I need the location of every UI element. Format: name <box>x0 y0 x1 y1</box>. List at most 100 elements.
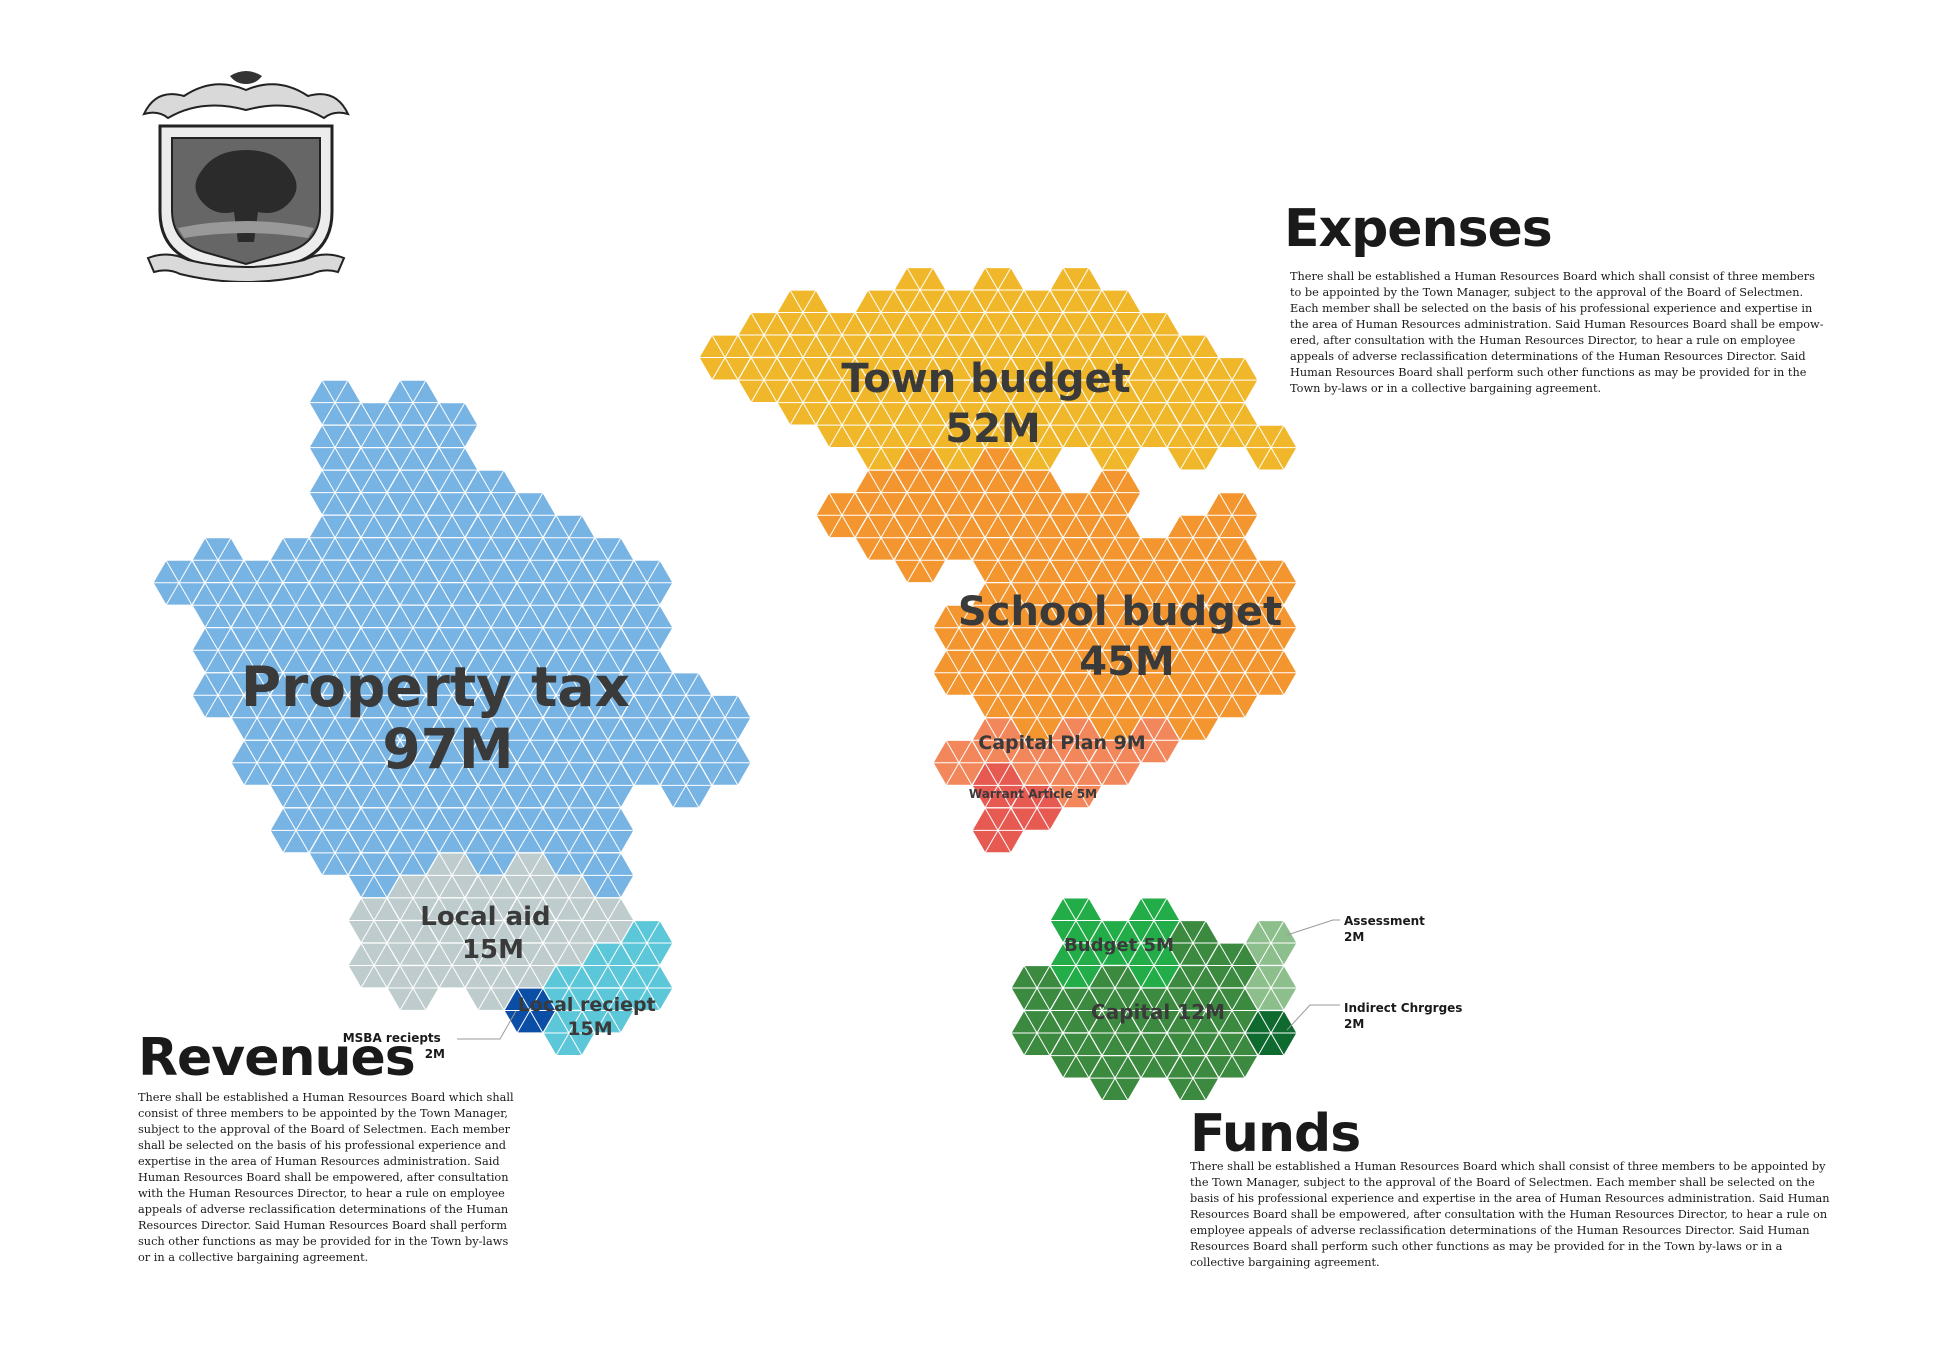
hex-cell-property-tax <box>386 739 440 787</box>
hex-cell-property-tax <box>464 469 518 516</box>
town-budget-name: Town budget <box>841 356 1130 402</box>
hex-cell-school-budget <box>932 649 986 696</box>
hex-cell-local-reciept <box>581 987 635 1034</box>
hex-cell-warrant-article <box>971 762 1025 809</box>
hex-cell-capital <box>1166 1009 1220 1057</box>
hex-cell-assessment <box>1244 919 1298 967</box>
hex-cell-property-tax <box>620 739 674 787</box>
msba-label: MSBA reciepts 2M <box>343 1031 445 1061</box>
expenses-title: Expenses <box>1284 199 1553 259</box>
hex-cell-capital <box>1205 1032 1259 1079</box>
hex-cell-property-tax <box>269 807 323 854</box>
hex-cell-property-tax <box>581 537 635 584</box>
local-reciept-name: Local reciept <box>518 994 656 1016</box>
revenues-title: Revenues <box>138 1028 416 1088</box>
callout-lines <box>457 919 1340 1040</box>
assessment-label: Assessment 2M <box>1344 914 1429 944</box>
hex-cell-property-tax <box>620 694 674 741</box>
hex-cell-capital <box>1166 1054 1220 1102</box>
hex-cell-school-budget <box>1088 469 1142 516</box>
assessment-name: Assessment <box>1344 914 1425 928</box>
hex-cell-school-budget <box>1205 672 1259 719</box>
hex-cell-capital-plan <box>1049 762 1103 809</box>
msba-name: MSBA reciepts <box>343 1031 441 1045</box>
hex-cell-school-budget <box>932 514 986 561</box>
local-reciept-value: 15M <box>567 1018 612 1040</box>
hex-cell-indirect-chrgrges <box>1244 1009 1298 1057</box>
hex-cell-assessment <box>1244 964 1298 1012</box>
region-labels: Property tax 97M Local aid 15M Local rec… <box>241 356 1467 1061</box>
hex-cell-school-budget <box>971 627 1025 674</box>
hex-cell-property-tax <box>347 807 401 854</box>
hex-cells <box>152 266 1298 1102</box>
hex-cell-capital <box>1127 987 1181 1034</box>
hex-cell-town-budget <box>971 356 1025 404</box>
hex-cell-budget <box>1127 897 1181 944</box>
hex-cell-school-budget <box>1010 514 1064 561</box>
hex-cell-property-tax <box>269 672 323 719</box>
hex-cell-property-tax <box>191 537 245 584</box>
funds-body: There shall be established a Human Resou… <box>1190 1160 1830 1269</box>
hex-cell-school-budget <box>932 469 986 516</box>
local-aid-label: Local aid 15M <box>420 902 559 965</box>
school-budget-value: 45M <box>1079 639 1174 685</box>
funds-title: Funds <box>1190 1104 1361 1164</box>
hex-cell-school-budget <box>1010 694 1064 741</box>
budget-label: Budget 5M <box>1064 935 1174 956</box>
town-seal-logo <box>142 71 350 282</box>
seal-bottom-banner <box>146 253 346 282</box>
hex-cell-capital <box>1049 987 1103 1034</box>
hex-cell-property-tax <box>425 717 479 764</box>
hex-cell-local-aid <box>386 874 440 922</box>
hex-cell-property-tax <box>308 559 362 606</box>
hex-cell-property-tax <box>464 694 518 741</box>
hex-cell-town-budget <box>1010 334 1064 381</box>
seal-tree <box>195 150 297 242</box>
indirect-value: 2M <box>1344 1017 1364 1031</box>
hex-cell-property-tax <box>347 492 401 539</box>
hex-cell-town-budget <box>737 356 791 404</box>
hex-cell-budget <box>1088 919 1142 967</box>
hex-cell-property-tax <box>347 447 401 494</box>
hex-cell-town-budget <box>1088 424 1142 471</box>
capital-label: Capital 12M <box>1091 1000 1225 1024</box>
hex-cell-property-tax <box>347 402 401 449</box>
hex-cell-capital <box>1166 919 1220 967</box>
local-aid-name: Local aid <box>420 902 550 932</box>
seal-top-banner <box>142 83 350 120</box>
hex-cell-property-tax <box>581 762 635 809</box>
school-budget-name: School budget <box>958 589 1282 635</box>
hex-cell-property-tax <box>386 694 440 741</box>
hex-cell-school-budget <box>893 537 947 584</box>
hex-cell-property-tax <box>620 604 674 651</box>
hex-cell-local-aid <box>464 964 518 1012</box>
hex-cell-property-tax <box>347 627 401 674</box>
hex-cell-local-aid <box>386 919 440 967</box>
hex-cell-town-budget <box>1049 266 1103 314</box>
hex-cell-town-budget <box>1127 356 1181 404</box>
local-reciept-label: Local reciept 15M <box>518 994 663 1040</box>
hex-cell-school-budget <box>1244 649 1298 696</box>
assessment-value: 2M <box>1344 930 1364 944</box>
hex-cell-property-tax <box>581 852 635 899</box>
indirect-name: Indirect Chrgrges <box>1344 1001 1462 1015</box>
msba-value: 2M <box>425 1047 445 1061</box>
hex-cell-town-budget <box>932 289 986 336</box>
school-budget-label: School budget 45M <box>958 589 1296 685</box>
msba-callout-line <box>457 1010 517 1040</box>
revenues-body: There shall be established a Human Resou… <box>138 1091 514 1264</box>
property-tax-label: Property tax 97M <box>241 655 649 781</box>
hex-cell-school-budget <box>1049 582 1103 629</box>
hex-cell-property-tax <box>386 784 440 832</box>
hex-cell-school-budget <box>815 492 869 539</box>
hex-cell-property-tax <box>503 492 557 539</box>
indirect-label: Indirect Chrgrges 2M <box>1344 1001 1467 1031</box>
hex-cell-school-budget <box>1088 649 1142 696</box>
hex-cell-property-tax <box>347 717 401 764</box>
town-budget-label: Town budget 52M <box>841 356 1144 452</box>
capital-plan-label: Capital Plan 9M <box>978 732 1145 754</box>
hex-cell-town-budget <box>1127 311 1181 359</box>
hex-cell-property-tax <box>542 514 596 561</box>
hex-cell-property-tax <box>152 559 206 606</box>
hex-cell-school-budget <box>1088 604 1142 651</box>
